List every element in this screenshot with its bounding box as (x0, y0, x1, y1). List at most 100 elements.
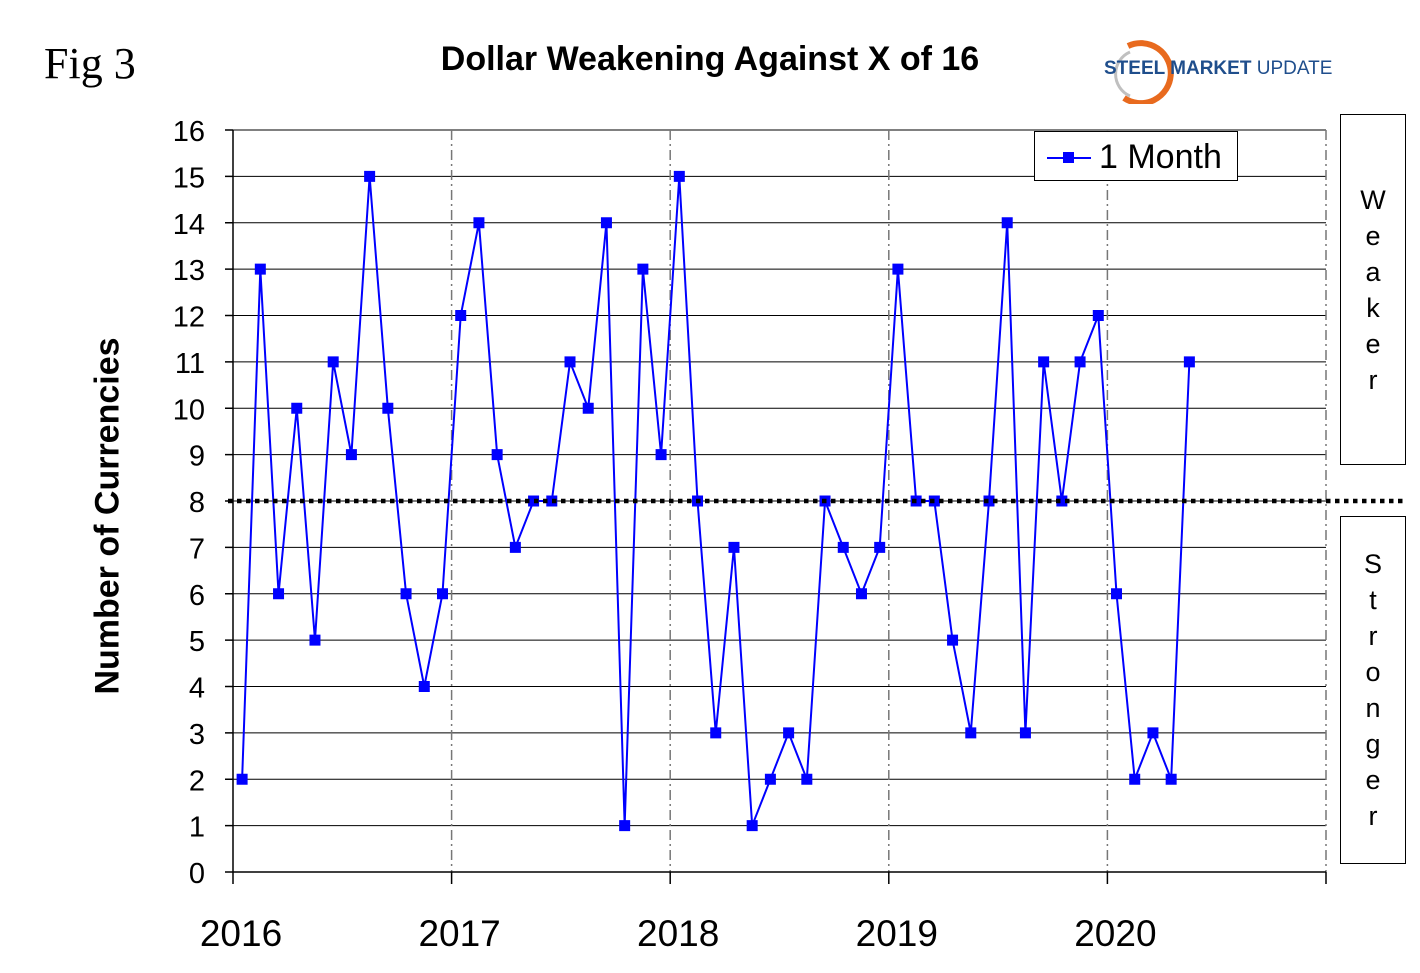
brand-logo: STEEL MARKET UPDATE (1100, 38, 1340, 104)
data-point (965, 727, 977, 739)
logo-word-1: STEEL MARKET (1104, 58, 1252, 79)
data-point (1147, 727, 1159, 739)
stronger-label-letter: t (1369, 585, 1377, 615)
data-point (1001, 217, 1013, 229)
stronger-label-letter: r (1368, 801, 1378, 831)
data-point (327, 356, 339, 368)
y-tick-label: 0 (189, 858, 205, 890)
data-point (746, 820, 758, 832)
data-point (1129, 773, 1141, 785)
data-point (764, 773, 776, 785)
x-tick-label: 2018 (637, 913, 719, 954)
figure-label: Fig 3 (44, 39, 136, 88)
legend-square-marker-icon (1063, 152, 1074, 163)
y-tick-label: 7 (189, 533, 205, 565)
logo-ring-icon (1114, 40, 1174, 104)
data-point (273, 588, 285, 600)
y-tick-label: 14 (173, 209, 205, 241)
data-point (473, 217, 485, 229)
stronger-label-letter: n (1365, 693, 1381, 723)
data-point (837, 541, 849, 553)
data-point (728, 541, 740, 553)
y-tick-label: 10 (173, 394, 205, 426)
data-point (254, 263, 266, 275)
stronger-label-letter: g (1365, 729, 1381, 759)
y-tick-label: 2 (189, 765, 205, 797)
data-point (892, 263, 904, 275)
x-tick-label: 2019 (856, 913, 938, 954)
logo-ring-inner (1114, 50, 1131, 98)
y-tick-label: 16 (173, 116, 205, 148)
data-point (783, 727, 795, 739)
data-point (947, 634, 959, 646)
weaker-label-letter: e (1365, 220, 1381, 251)
y-axis-label: Number of Currencies (88, 337, 127, 695)
data-point (655, 449, 667, 461)
weaker-label-letter: W (1360, 184, 1386, 215)
data-point (1165, 773, 1177, 785)
x-tick-label: 2016 (200, 913, 282, 954)
logo-ring-arc (1122, 40, 1174, 104)
y-tick-label: 8 (189, 487, 205, 519)
logo-text: STEEL MARKET UPDATE (1104, 58, 1332, 80)
data-point (455, 310, 467, 321)
data-point (491, 449, 503, 461)
data-point (1111, 588, 1123, 600)
weaker-label-letter: a (1365, 256, 1381, 287)
logo-word-2: UPDATE (1251, 58, 1333, 79)
y-tick-label: 3 (189, 719, 205, 751)
y-tick-label: 15 (173, 162, 205, 194)
data-point (801, 773, 813, 785)
data-point (1019, 727, 1031, 739)
stronger-label-letter: r (1368, 621, 1378, 651)
data-point (619, 820, 631, 832)
legend-series-name: 1 Month (1099, 138, 1222, 176)
data-point (1056, 495, 1068, 507)
data-point (600, 217, 612, 229)
data-point (983, 495, 995, 507)
y-tick-label: 13 (173, 255, 205, 287)
data-point (637, 263, 649, 275)
stronger-label-letter: S (1363, 549, 1382, 579)
legend: 1 Month (1034, 131, 1238, 181)
data-point (400, 588, 412, 600)
data-point (855, 588, 867, 600)
weaker-label-letter: r (1368, 364, 1378, 395)
data-point (1038, 356, 1050, 368)
data-point (710, 727, 722, 739)
chart-title: Dollar Weakening Against X of 16 (440, 40, 980, 78)
y-tick-label: 1 (189, 812, 205, 844)
data-point (291, 402, 303, 414)
data-point (309, 634, 321, 646)
y-tick-label: 6 (189, 580, 205, 612)
y-tick-label: 5 (189, 626, 205, 658)
data-point (345, 449, 357, 461)
stronger-label-letter: e (1365, 765, 1381, 795)
data-point (436, 588, 448, 600)
y-tick-label: 12 (173, 302, 205, 334)
data-point (418, 681, 430, 692)
data-point (546, 495, 558, 507)
data-point (1092, 310, 1104, 321)
data-point (874, 541, 886, 553)
y-tick-label: 4 (189, 673, 205, 705)
data-point (509, 541, 521, 553)
x-tick-label: 2017 (418, 913, 500, 954)
data-point (582, 402, 594, 414)
x-tick-label: 2020 (1074, 913, 1156, 954)
weaker-label-letter: k (1366, 292, 1380, 323)
y-tick-label: 11 (175, 348, 205, 380)
stronger-label-letter: o (1365, 657, 1381, 687)
data-point (364, 170, 376, 182)
data-point (528, 495, 540, 507)
y-tick-label: 9 (189, 441, 205, 473)
data-point (1074, 356, 1086, 368)
data-point (564, 356, 576, 368)
data-point (236, 773, 248, 785)
data-point (1183, 356, 1195, 368)
data-point (673, 170, 685, 182)
data-point (382, 402, 394, 414)
